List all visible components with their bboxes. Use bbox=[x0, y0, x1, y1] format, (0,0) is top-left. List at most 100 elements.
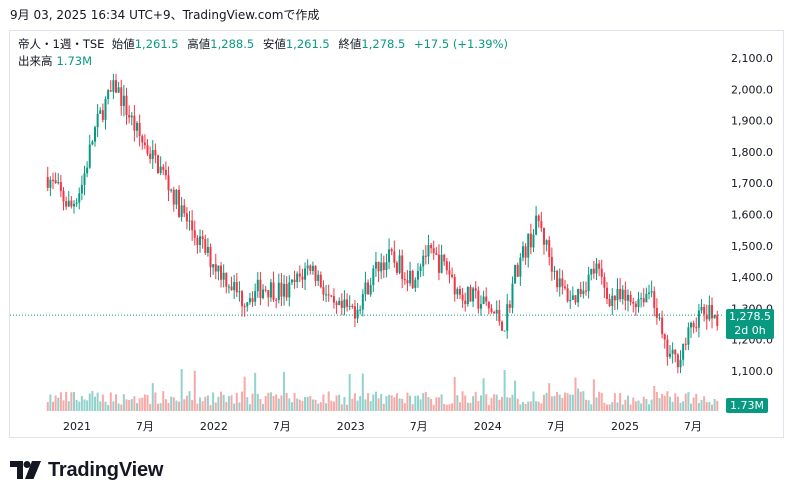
volume-bar bbox=[537, 401, 540, 411]
volume-bar bbox=[222, 394, 225, 411]
volume-bar bbox=[692, 397, 695, 411]
chart-frame[interactable] bbox=[9, 30, 784, 438]
x-tick-label: 2023 bbox=[337, 420, 365, 433]
volume-bar bbox=[595, 397, 598, 411]
candle-body bbox=[443, 254, 446, 262]
candle-body bbox=[196, 237, 199, 245]
candle-body bbox=[456, 288, 459, 295]
close-value: 1,278.5 bbox=[361, 37, 406, 51]
volume-bar bbox=[527, 401, 530, 411]
volume-bar bbox=[94, 396, 97, 411]
candle-body bbox=[227, 286, 230, 288]
candle-body bbox=[650, 291, 653, 293]
candle-body bbox=[716, 315, 719, 326]
candle-body bbox=[217, 265, 220, 272]
candle-body bbox=[642, 298, 645, 303]
volume-bar bbox=[682, 401, 685, 411]
candle-body bbox=[241, 291, 244, 307]
volume-bar bbox=[128, 400, 131, 411]
volume-bar bbox=[96, 392, 99, 411]
volume-bar bbox=[70, 392, 73, 411]
candle-body bbox=[521, 246, 524, 258]
tradingview-logo[interactable]: TradingView bbox=[10, 458, 163, 482]
candle-body bbox=[248, 298, 251, 303]
candle-body bbox=[380, 262, 383, 272]
candle-body bbox=[88, 144, 91, 168]
candle-body bbox=[277, 282, 280, 301]
volume-bar bbox=[640, 403, 643, 411]
volume-bar bbox=[80, 396, 83, 411]
volume-bar bbox=[669, 396, 672, 411]
volume-bar bbox=[485, 394, 488, 411]
candle-body bbox=[634, 303, 637, 308]
volume-bar bbox=[109, 392, 112, 411]
volume-bar bbox=[175, 400, 178, 411]
volume-bar bbox=[600, 392, 603, 411]
volume-bar bbox=[59, 392, 62, 411]
candle-body bbox=[479, 304, 482, 309]
volume-bar bbox=[422, 393, 425, 411]
candle-body bbox=[682, 343, 685, 360]
candle-body bbox=[648, 292, 651, 294]
candle-body bbox=[80, 184, 83, 194]
grid bbox=[10, 58, 722, 371]
candle-body bbox=[545, 240, 548, 245]
volume-bar bbox=[498, 399, 501, 411]
y-tick-label: 2,100.0 bbox=[731, 52, 773, 65]
candle-body bbox=[94, 127, 97, 142]
volume-bar bbox=[569, 394, 572, 411]
volume-bar bbox=[193, 370, 196, 411]
volume-bar bbox=[377, 398, 380, 411]
candle-body bbox=[558, 278, 561, 288]
volume-bar bbox=[448, 404, 451, 411]
candle-body bbox=[663, 334, 666, 340]
x-axis: 2021 7月 2022 7月 2023 7月 2024 7月 2025 7月 bbox=[63, 420, 702, 433]
candle-body bbox=[674, 349, 677, 355]
candle-body bbox=[461, 294, 464, 301]
candle-body bbox=[419, 266, 422, 271]
volume-bar bbox=[550, 396, 553, 411]
candles bbox=[46, 73, 719, 374]
candle-body bbox=[563, 286, 566, 289]
candle-body bbox=[669, 353, 672, 357]
volume-bar bbox=[487, 404, 490, 411]
volume-bar bbox=[57, 397, 60, 411]
candle-body bbox=[330, 295, 333, 297]
volume-bar bbox=[479, 395, 482, 411]
candle-body bbox=[369, 285, 372, 295]
candle-body bbox=[62, 190, 65, 202]
candle-body bbox=[629, 294, 632, 302]
candle-body bbox=[238, 291, 241, 293]
candle-body bbox=[432, 248, 435, 254]
volume-bar bbox=[288, 398, 291, 411]
candle-body bbox=[385, 262, 388, 270]
candle-body bbox=[256, 279, 259, 292]
candle-body bbox=[364, 282, 367, 295]
volume-bar bbox=[409, 395, 412, 411]
candle-body bbox=[487, 301, 490, 309]
volume-bar bbox=[605, 404, 608, 411]
candle-body bbox=[453, 276, 456, 295]
candle-body bbox=[272, 282, 275, 300]
volume-bar bbox=[621, 404, 624, 411]
candle-body bbox=[566, 288, 569, 302]
candle-body bbox=[356, 309, 359, 319]
candle-body bbox=[136, 123, 139, 131]
volume-bar bbox=[529, 401, 532, 411]
volume-bar bbox=[674, 393, 677, 411]
volume-bar bbox=[46, 402, 49, 411]
candle-body bbox=[367, 282, 370, 295]
volume-bar bbox=[322, 394, 325, 411]
candle-body bbox=[653, 291, 656, 308]
candle-body bbox=[101, 110, 104, 120]
candle-body bbox=[201, 236, 204, 240]
candle-body bbox=[149, 153, 152, 159]
volume-bar bbox=[275, 394, 278, 411]
open-label: 始値 bbox=[111, 37, 135, 51]
volume-bar bbox=[88, 393, 91, 411]
candle-body bbox=[96, 113, 99, 128]
candle-body bbox=[511, 283, 514, 308]
volume-bar bbox=[695, 393, 698, 411]
candle-body bbox=[264, 289, 267, 291]
